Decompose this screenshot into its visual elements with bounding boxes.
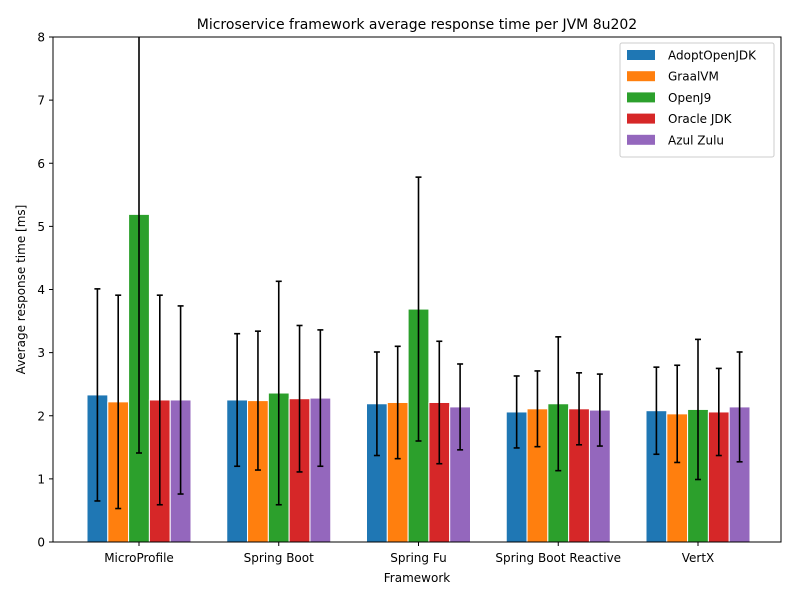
error-bar — [736, 351, 743, 463]
y-tick-label: 3 — [37, 346, 45, 360]
y-tick-label: 8 — [37, 31, 45, 45]
legend: AdoptOpenJDK GraalVM OpenJ9 Oracle JDK Azul … — [619, 42, 775, 158]
y-tick-label: 7 — [37, 94, 45, 108]
error-bars-layer — [94, 37, 743, 510]
error-bar — [317, 329, 324, 468]
legend-label: GraalVM — [668, 70, 719, 84]
y-tick-label: 0 — [37, 536, 45, 550]
x-tick-label: VertX — [682, 551, 715, 565]
legend-item: Oracle JDK — [627, 112, 733, 126]
legend-box — [619, 42, 775, 158]
legend-swatch — [627, 134, 655, 145]
error-bar — [653, 366, 660, 456]
error-bar — [436, 340, 443, 465]
error-bar — [513, 375, 520, 449]
error-bar — [234, 332, 241, 468]
legend-label: Azul Zulu — [668, 133, 724, 147]
error-bar — [596, 373, 603, 447]
error-bar — [576, 372, 583, 446]
error-bar — [457, 363, 464, 451]
error-bar — [177, 305, 184, 495]
error-bar — [254, 330, 261, 471]
x-axis-label: Framework — [384, 571, 450, 585]
y-tick-label: 5 — [37, 220, 45, 234]
error-bar — [296, 324, 303, 473]
error-bar — [115, 294, 122, 510]
error-bar — [136, 37, 142, 454]
error-bar — [555, 336, 562, 472]
error-bar — [94, 288, 101, 502]
legend-item: Azul Zulu — [627, 133, 724, 147]
x-tick-label: Spring Boot — [244, 551, 314, 565]
error-bar — [415, 176, 422, 442]
y-axis-label: Average response time [ms] — [14, 205, 28, 375]
y-tick-label: 6 — [37, 157, 45, 171]
y-tick-label: 1 — [37, 472, 45, 486]
legend-item: OpenJ9 — [627, 91, 711, 105]
legend-swatch — [627, 113, 655, 124]
y-axis: 0 1 2 3 4 5 6 7 8 — [37, 31, 53, 550]
legend-label: OpenJ9 — [668, 91, 711, 105]
x-tick-label: Spring Fu — [390, 551, 446, 565]
x-axis: MicroProfile Spring Boot Spring Fu Spring B… — [104, 542, 714, 565]
legend-swatch — [627, 92, 655, 103]
bars-layer — [86, 213, 751, 543]
legend-item: GraalVM — [627, 70, 719, 84]
error-bar — [534, 370, 541, 448]
legend-swatch — [627, 50, 655, 60]
x-tick-label: MicroProfile — [104, 551, 174, 565]
error-bar — [275, 280, 282, 506]
y-tick-label: 2 — [37, 409, 45, 423]
legend-item: AdoptOpenJDK — [627, 49, 757, 63]
legend-label: Oracle JDK — [668, 112, 733, 126]
legend-swatch — [627, 71, 655, 82]
error-bar — [674, 364, 681, 464]
error-bar — [373, 351, 380, 457]
error-bar — [394, 345, 401, 460]
legend-label: AdoptOpenJDK — [668, 49, 757, 63]
error-bar — [715, 367, 722, 457]
y-tick-label: 4 — [37, 283, 45, 297]
error-bar — [156, 294, 163, 506]
error-bar — [695, 338, 701, 481]
chart-title: Microservice framework average response … — [197, 17, 637, 33]
x-tick-label: Spring Boot Reactive — [495, 551, 621, 565]
